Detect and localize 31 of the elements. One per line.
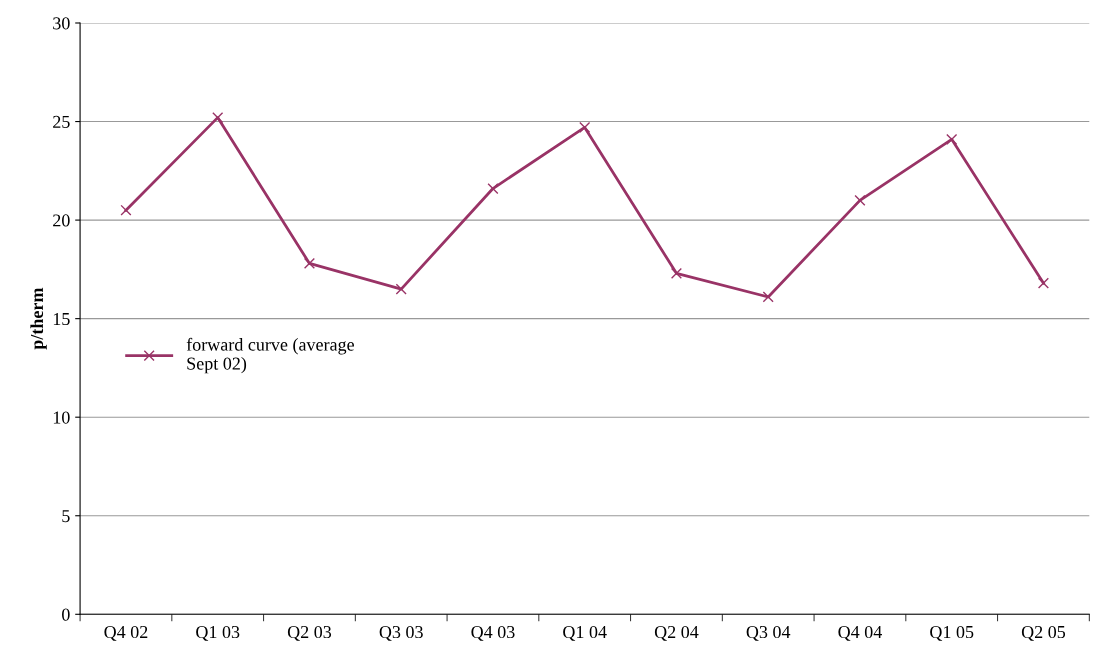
x-tick-label: Q2 03 — [287, 625, 332, 641]
x-tick-label: Q1 03 — [196, 625, 240, 641]
y-tick-label: 10 — [53, 411, 70, 424]
x-tick-label: Q2 04 — [654, 625, 699, 641]
x-tick-label: Q3 04 — [746, 625, 791, 641]
legend-label: forward curve (average Sept 02) — [186, 337, 354, 374]
x-tick-label: Q3 03 — [379, 625, 423, 641]
x-tick-label: Q2 05 — [1021, 625, 1066, 641]
y-tick-label: 5 — [62, 510, 70, 523]
y-axis-title: p/therm — [30, 287, 47, 350]
point — [1037, 277, 1050, 289]
x-tick-label: Q4 02 — [104, 625, 148, 641]
point — [670, 267, 683, 279]
y-tick-label: 20 — [53, 214, 70, 227]
point — [762, 291, 774, 303]
y-tick-label: 25 — [53, 115, 70, 128]
y-tick-label: 15 — [53, 312, 70, 326]
point — [487, 183, 499, 195]
x-tick-label: Q4 04 — [838, 625, 882, 641]
x-tick-label: Q4 03 — [471, 625, 515, 641]
point — [212, 112, 224, 124]
x-tick-label: Q1 04 — [563, 625, 607, 641]
point — [946, 133, 958, 145]
point — [854, 194, 866, 206]
point — [395, 283, 407, 295]
point — [120, 204, 132, 216]
x-tick-label: Q1 05 — [930, 625, 974, 641]
y-tick-label: 30 — [53, 17, 70, 30]
y-tick-label: 0 — [62, 608, 70, 621]
point — [579, 121, 591, 134]
point — [303, 257, 316, 270]
